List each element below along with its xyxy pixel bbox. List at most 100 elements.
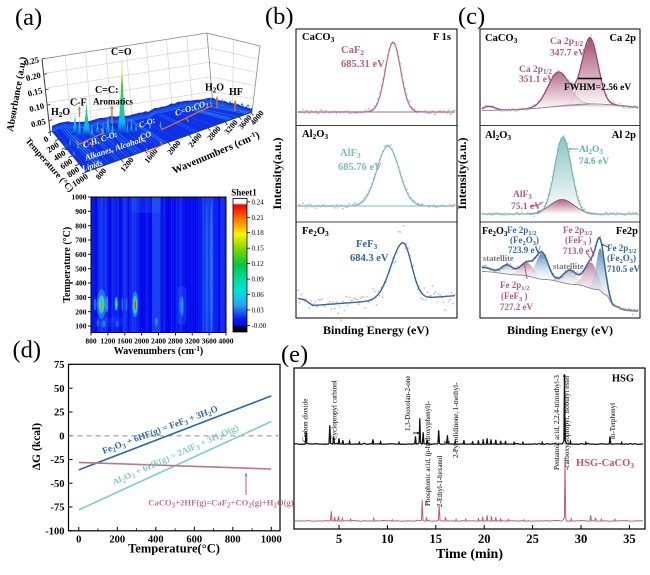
svg-text:713.0 eV: 713.0 eV	[563, 246, 596, 256]
svg-text:10: 10	[381, 532, 394, 546]
svg-text:0.10: 0.10	[28, 101, 45, 114]
svg-text:0.05: 0.05	[30, 116, 47, 129]
svg-text:500: 500	[75, 264, 87, 273]
svg-text:CaCO3: CaCO3	[302, 32, 335, 44]
svg-text:ΔG (kcal): ΔG (kcal)	[31, 423, 43, 470]
svg-text:-100: -100	[45, 527, 64, 538]
svg-text:(e): (e)	[281, 341, 308, 368]
svg-text:Wavenumbers (cm-1): Wavenumbers (cm-1)	[114, 345, 203, 357]
svg-text:3200: 3200	[185, 337, 200, 346]
svg-text:C=O: C=O	[111, 47, 132, 58]
svg-text:0.09: 0.09	[252, 276, 265, 284]
svg-text:Carbon dioxide: Carbon dioxide	[302, 399, 310, 442]
svg-text:Sheet1: Sheet1	[231, 188, 257, 198]
svg-text:727.2 eV: 727.2 eV	[500, 302, 533, 312]
svg-text:0.24: 0.24	[252, 198, 265, 206]
svg-text:0.21: 0.21	[252, 214, 265, 222]
svg-text:Al2O3: Al2O3	[579, 145, 603, 156]
svg-text:200: 200	[75, 307, 87, 316]
svg-text:Intensity(a.u.): Intensity(a.u.)	[455, 137, 469, 209]
svg-text:(d): (d)	[13, 337, 42, 364]
svg-text:2-Ethyl-1-hexanol: 2-Ethyl-1-hexanol	[436, 456, 444, 507]
svg-text:0.25: 0.25	[23, 54, 40, 67]
svg-text:HSG-CaCO3: HSG-CaCO3	[576, 458, 634, 470]
svg-text:Binding Energy (eV): Binding Energy (eV)	[507, 323, 613, 337]
svg-text:0.03: 0.03	[252, 307, 265, 315]
svg-text:C=C:: C=C:	[95, 85, 118, 96]
svg-text:25: 25	[54, 408, 65, 419]
svg-text:2000: 2000	[134, 337, 149, 346]
svg-text:200: 200	[109, 534, 125, 545]
svg-text:Phosphonic acid, (p-hydroxyphe: Phosphonic acid, (p-hydroxyphenyl)-	[424, 401, 432, 506]
svg-text:Ca 2p1/2: Ca 2p1/2	[519, 65, 552, 76]
svg-text:800: 800	[75, 221, 87, 230]
svg-text:Al2O3: Al2O3	[302, 129, 328, 141]
svg-text:100: 100	[75, 322, 87, 331]
svg-text:-carboxyisopropyl, isobutyl es: -carboxyisopropyl, isobutyl ester	[563, 375, 571, 470]
svg-text:0.15: 0.15	[27, 85, 44, 98]
svg-text:351.1 eV: 351.1 eV	[519, 75, 554, 85]
svg-text:HSG: HSG	[612, 374, 634, 385]
svg-text:HF: HF	[229, 87, 243, 98]
svg-text:75: 75	[54, 360, 65, 371]
svg-text:-75: -75	[51, 503, 65, 514]
svg-text:4000: 4000	[219, 337, 234, 346]
svg-text:statellite: statellite	[553, 261, 584, 271]
svg-text:75.1 eV: 75.1 eV	[511, 202, 541, 212]
svg-text:0.20: 0.20	[25, 70, 42, 83]
svg-text:30: 30	[575, 532, 588, 546]
svg-text:Ca 2p: Ca 2p	[609, 33, 636, 44]
svg-text:CaF2: CaF2	[341, 45, 364, 57]
svg-text:35: 35	[623, 532, 636, 546]
svg-text:0.06: 0.06	[252, 291, 265, 299]
svg-text:1600: 1600	[117, 337, 132, 346]
svg-text:Fe2O3: Fe2O3	[482, 226, 508, 238]
svg-text:m-Terphenyl: m-Terphenyl	[609, 403, 617, 439]
svg-text:C-F: C-F	[70, 98, 87, 109]
svg-text:0: 0	[59, 431, 64, 442]
svg-text:1000: 1000	[72, 193, 87, 202]
svg-text:Time (min): Time (min)	[436, 547, 503, 562]
svg-text:2800: 2800	[168, 337, 183, 346]
svg-text:600: 600	[186, 534, 202, 545]
svg-text:CaCO3: CaCO3	[485, 33, 518, 45]
svg-text:statellite: statellite	[483, 253, 514, 263]
svg-text:1,3-Dioxolan-2-one: 1,3-Dioxolan-2-one	[404, 376, 412, 431]
svg-text:400: 400	[148, 534, 164, 545]
svg-text:1000: 1000	[261, 534, 282, 545]
svg-text:-0.00: -0.00	[252, 322, 267, 330]
svg-text:2400: 2400	[151, 337, 166, 346]
svg-text:Temperature (°C): Temperature (°C)	[62, 227, 73, 303]
svg-text:CaCO3+2HF(g)=CaF2+CO2(g)+H2O(g: CaCO3+2HF(g)=CaF2+CO2(g)+H2O(g)	[148, 498, 293, 510]
svg-text:Ca 2p3/2: Ca 2p3/2	[550, 37, 583, 48]
svg-text:400: 400	[75, 279, 87, 288]
svg-text:(Fe2O3): (Fe2O3)	[607, 253, 636, 265]
svg-text:300: 300	[75, 293, 87, 302]
svg-text:H2O: H2O	[51, 107, 70, 119]
svg-text:15: 15	[430, 532, 443, 546]
svg-text:685.31 eV: 685.31 eV	[341, 59, 385, 70]
svg-text:(a): (a)	[15, 4, 42, 31]
svg-text:H2O: H2O	[205, 83, 224, 95]
svg-text:CO: CO	[139, 129, 153, 141]
svg-text:(Fe2O3): (Fe2O3)	[510, 235, 539, 247]
svg-text:1200: 1200	[100, 337, 115, 346]
svg-text:74.6 eV: 74.6 eV	[579, 157, 609, 167]
svg-text:2-Pyrrolidinone, 1-methyl-: 2-Pyrrolidinone, 1-methyl-	[452, 382, 460, 458]
svg-text:684.3 eV: 684.3 eV	[350, 253, 389, 264]
svg-text:0.15: 0.15	[252, 245, 265, 253]
svg-text:FeF3: FeF3	[356, 239, 378, 251]
svg-text:700: 700	[75, 236, 87, 245]
svg-text:AlF3: AlF3	[513, 190, 532, 201]
svg-text:(b): (b)	[265, 3, 294, 30]
svg-text:0.12: 0.12	[252, 260, 265, 268]
svg-text:AlF3: AlF3	[340, 148, 361, 160]
svg-text:Intensity(a.u.): Intensity(a.u.)	[270, 137, 284, 209]
svg-text:5: 5	[336, 532, 342, 546]
svg-text:25: 25	[526, 532, 539, 546]
svg-text:(c): (c)	[458, 3, 485, 30]
svg-text:900: 900	[75, 207, 87, 216]
svg-text:710.5 eV: 710.5 eV	[607, 264, 640, 274]
svg-text:Fe2O3: Fe2O3	[302, 226, 329, 238]
svg-text:800: 800	[225, 534, 241, 545]
